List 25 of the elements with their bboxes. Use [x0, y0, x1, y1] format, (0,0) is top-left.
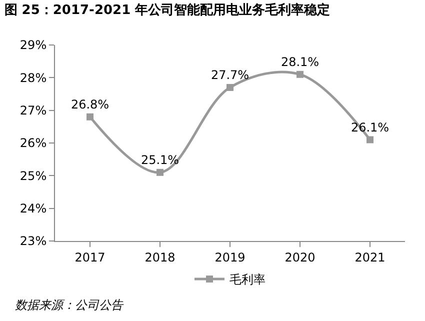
x-tick-label: 2019: [214, 250, 246, 264]
data-label: 26.1%: [350, 120, 390, 134]
point: [226, 84, 234, 91]
y-tick-label: 28%: [20, 70, 47, 85]
point: [366, 136, 374, 144]
x-tick-label: 2017: [74, 250, 106, 264]
data-label: 26.8%: [70, 97, 110, 112]
x-tick-label: 2020: [284, 250, 316, 264]
chart-title: 图 25：2017-2021 年公司智能配用电业务毛利率稳定: [4, 2, 330, 18]
legend-label: 毛利率: [230, 272, 266, 287]
point: [156, 168, 164, 176]
y-tick-label: 24%: [20, 202, 47, 216]
data-label: 28.1%: [280, 55, 320, 70]
y-tick-label: 29%: [20, 38, 47, 52]
source-note: 数据来源：公司公告: [15, 298, 124, 312]
data-label: 25.1%: [140, 153, 180, 168]
data-label: 27.7%: [210, 68, 250, 82]
x-tick-label: 2021: [354, 250, 386, 264]
y-tick-label: 27%: [20, 104, 47, 118]
point: [296, 70, 304, 78]
y-tick-label: 26%: [20, 136, 47, 150]
y-tick-label: 25%: [20, 168, 47, 183]
point: [86, 113, 94, 120]
y-tick-label: 23%: [20, 234, 47, 248]
x-tick-label: 2018: [144, 250, 176, 264]
